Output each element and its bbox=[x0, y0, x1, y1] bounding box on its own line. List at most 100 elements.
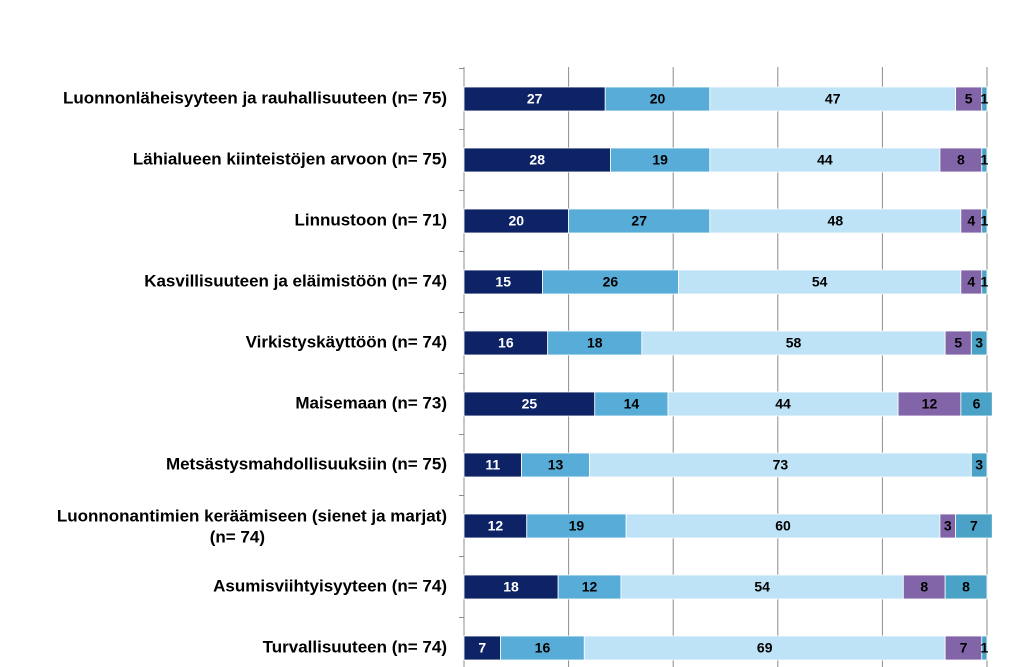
bar-value-label: 1 bbox=[980, 640, 988, 656]
bar-value-label: 28 bbox=[529, 152, 545, 168]
bar-segment bbox=[463, 269, 543, 295]
bar-segment bbox=[970, 452, 988, 478]
bar-value-label: 8 bbox=[962, 579, 970, 595]
bar-value-label: 27 bbox=[527, 91, 543, 107]
bar-segment bbox=[897, 391, 962, 417]
bar-value-label: 12 bbox=[922, 396, 938, 412]
bar-value-label: 14 bbox=[624, 396, 640, 412]
bar-segment bbox=[542, 269, 679, 295]
bar-value-label: 54 bbox=[812, 274, 828, 290]
bar-value-label: 44 bbox=[817, 152, 833, 168]
bar-segment bbox=[981, 86, 988, 112]
bar-value-label: 7 bbox=[960, 640, 968, 656]
bar-segment bbox=[981, 635, 988, 661]
bar-value-label: 54 bbox=[754, 579, 770, 595]
bar-value-label: 48 bbox=[828, 213, 844, 229]
bar-value-label: 3 bbox=[944, 518, 952, 534]
category-label: Lähialueen kiinteistöjen arvoon (n= 75) bbox=[133, 149, 447, 168]
bar-segment bbox=[709, 86, 957, 112]
bar-value-label: 4 bbox=[967, 274, 975, 290]
bar-value-label: 12 bbox=[582, 579, 598, 595]
bar-value-label: 1 bbox=[980, 91, 988, 107]
bar-value-label: 19 bbox=[569, 518, 585, 534]
bar-segment bbox=[944, 330, 972, 356]
category-label: Luonnonantimien keräämiseen (sienet ja m… bbox=[57, 506, 447, 546]
bar-segment bbox=[960, 391, 993, 417]
category-label: Virkistyskäyttöön (n= 74) bbox=[246, 332, 447, 351]
bar-value-label: 12 bbox=[488, 518, 504, 534]
bar-segment bbox=[594, 391, 669, 417]
category-label-line: Luonnonantimien keräämiseen (sienet ja m… bbox=[57, 506, 447, 525]
bar-value-label: 19 bbox=[652, 152, 668, 168]
bar-segment bbox=[610, 147, 711, 173]
bar-segment bbox=[463, 452, 522, 478]
bar-segment bbox=[521, 452, 590, 478]
bar-value-label: 1 bbox=[980, 152, 988, 168]
bar-value-label: 16 bbox=[535, 640, 551, 656]
bar-value-label: 18 bbox=[587, 335, 603, 351]
category-label: Maisemaan (n= 73) bbox=[295, 393, 447, 412]
bar-segment bbox=[547, 330, 643, 356]
bar-value-label: 73 bbox=[773, 457, 789, 473]
bar-value-label: 3 bbox=[975, 335, 983, 351]
bar-segment bbox=[970, 330, 988, 356]
bar-value-label: 27 bbox=[631, 213, 647, 229]
category-label: Metsästysmahdollisuuksiin (n= 75) bbox=[166, 454, 447, 473]
bar-segment bbox=[463, 147, 611, 173]
bar-value-label: 7 bbox=[970, 518, 978, 534]
bar-segment bbox=[709, 208, 962, 234]
bar-value-label: 15 bbox=[495, 274, 511, 290]
bar-value-label: 3 bbox=[975, 457, 983, 473]
bar-value-label: 1 bbox=[980, 213, 988, 229]
bar-value-label: 20 bbox=[650, 91, 666, 107]
bar-segment bbox=[583, 635, 946, 661]
bar-segment bbox=[463, 635, 502, 661]
bar-segment bbox=[604, 86, 711, 112]
bar-segment bbox=[463, 86, 606, 112]
bar-value-label: 16 bbox=[498, 335, 514, 351]
bar-value-label: 44 bbox=[775, 396, 791, 412]
bars: 27 20 47 5 128 19 44 8 120 27 48 4 115 26 54 4 116 18 58 5 3… bbox=[463, 86, 993, 661]
bar-value-label: 18 bbox=[503, 579, 519, 595]
bar-value-label: 47 bbox=[825, 91, 841, 107]
bar-segment bbox=[463, 391, 596, 417]
bar-segment bbox=[981, 208, 988, 234]
category-label: Linnustoon (n= 71) bbox=[294, 210, 447, 229]
category-label: Asumisviihtyisyyteen (n= 74) bbox=[213, 576, 447, 595]
bar-value-label: 26 bbox=[603, 274, 619, 290]
category-label: Turvallisuuteen (n= 74) bbox=[263, 637, 447, 656]
bar-segment bbox=[981, 269, 988, 295]
bar-segment bbox=[709, 147, 941, 173]
bar-segment bbox=[463, 574, 559, 600]
bar-segment bbox=[500, 635, 585, 661]
bar-segment bbox=[981, 147, 988, 173]
bar-value-label: 6 bbox=[973, 396, 981, 412]
bar-segment bbox=[939, 147, 983, 173]
category-label-line: (n= 74) bbox=[210, 527, 265, 546]
bar-value-label: 5 bbox=[965, 91, 973, 107]
bar-value-label: 25 bbox=[522, 396, 538, 412]
bar-value-label: 1 bbox=[980, 274, 988, 290]
bar-segment bbox=[667, 391, 899, 417]
bar-value-label: 4 bbox=[967, 213, 975, 229]
bar-segment bbox=[463, 513, 528, 539]
bar-value-label: 60 bbox=[775, 518, 791, 534]
category-label: Luonnonläheisyyteen ja rauhallisuuteen (… bbox=[63, 88, 447, 107]
bar-value-label: 7 bbox=[478, 640, 486, 656]
bar-segment bbox=[463, 330, 549, 356]
bar-segment bbox=[625, 513, 941, 539]
bar-value-label: 11 bbox=[485, 457, 500, 473]
bar-segment bbox=[955, 513, 993, 539]
bar-segment bbox=[678, 269, 962, 295]
bar-segment bbox=[620, 574, 904, 600]
bar-value-label: 13 bbox=[548, 457, 564, 473]
bar-value-label: 5 bbox=[954, 335, 962, 351]
bar-segment bbox=[944, 574, 988, 600]
bar-segment bbox=[641, 330, 946, 356]
bar-value-label: 8 bbox=[957, 152, 965, 168]
y-axis bbox=[459, 67, 465, 667]
category-label: Kasvillisuuteen ja eläimistöön (n= 74) bbox=[144, 271, 447, 290]
bar-value-label: 20 bbox=[509, 213, 525, 229]
category-labels: Luonnonläheisyyteen ja rauhallisuuteen (… bbox=[57, 88, 447, 656]
